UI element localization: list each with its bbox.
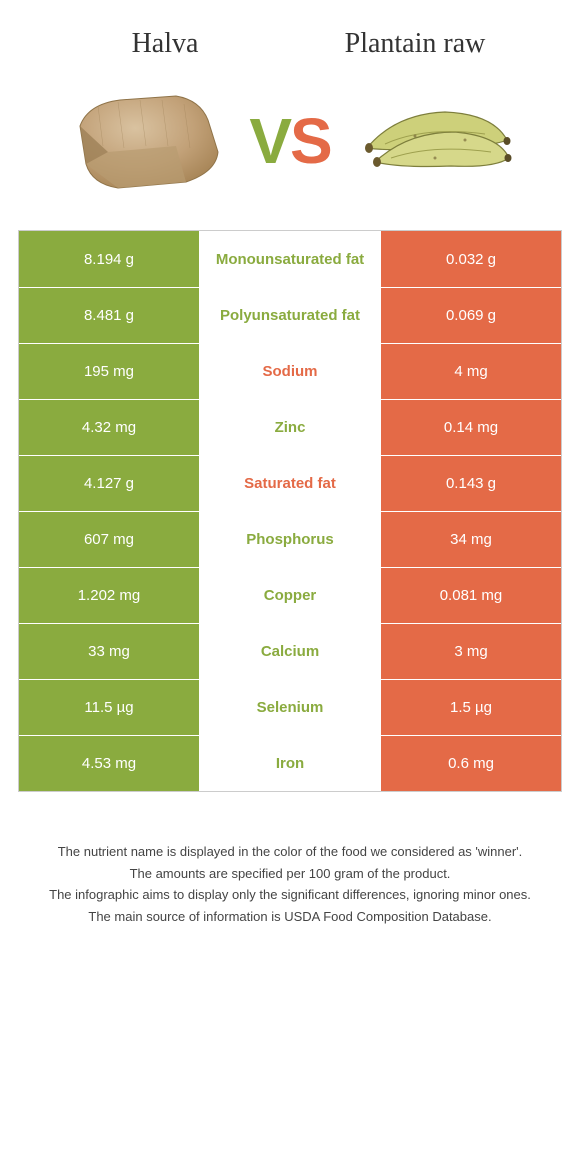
- left-value: 8.194 g: [19, 231, 199, 287]
- left-value: 33 mg: [19, 624, 199, 679]
- vs-v-letter: V: [249, 105, 290, 177]
- footnote-line: The infographic aims to display only the…: [24, 885, 556, 905]
- left-food-image: [55, 76, 235, 206]
- table-row: 4.32 mgZinc0.14 mg: [19, 399, 561, 455]
- right-value: 0.14 mg: [381, 400, 561, 455]
- table-row: 195 mgSodium4 mg: [19, 343, 561, 399]
- right-value: 0.032 g: [381, 231, 561, 287]
- vs-label: VS: [249, 104, 330, 178]
- nutrient-name: Sodium: [199, 344, 381, 399]
- left-value: 4.127 g: [19, 456, 199, 511]
- right-value: 0.069 g: [381, 288, 561, 343]
- left-food-title: Halva: [40, 28, 290, 60]
- table-row: 4.127 gSaturated fat0.143 g: [19, 455, 561, 511]
- table-row: 33 mgCalcium3 mg: [19, 623, 561, 679]
- right-value: 0.6 mg: [381, 736, 561, 791]
- right-value: 4 mg: [381, 344, 561, 399]
- nutrient-name: Polyunsaturated fat: [199, 288, 381, 343]
- left-value: 11.5 µg: [19, 680, 199, 735]
- header: Halva Plantain raw: [0, 0, 580, 70]
- table-row: 8.481 gPolyunsaturated fat0.069 g: [19, 287, 561, 343]
- right-food-title: Plantain raw: [290, 28, 540, 60]
- left-value: 4.53 mg: [19, 736, 199, 791]
- vs-row: VS: [0, 70, 580, 230]
- table-row: 4.53 mgIron0.6 mg: [19, 735, 561, 791]
- table-row: 607 mgPhosphorus34 mg: [19, 511, 561, 567]
- nutrient-name: Monounsaturated fat: [199, 231, 381, 287]
- left-value: 8.481 g: [19, 288, 199, 343]
- footnote-line: The main source of information is USDA F…: [24, 907, 556, 927]
- nutrient-name: Iron: [199, 736, 381, 791]
- left-value: 4.32 mg: [19, 400, 199, 455]
- left-value: 1.202 mg: [19, 568, 199, 623]
- nutrient-table: 8.194 gMonounsaturated fat0.032 g8.481 g…: [18, 230, 562, 792]
- nutrient-name: Calcium: [199, 624, 381, 679]
- nutrient-name: Saturated fat: [199, 456, 381, 511]
- nutrient-name: Phosphorus: [199, 512, 381, 567]
- left-value: 607 mg: [19, 512, 199, 567]
- nutrient-name: Zinc: [199, 400, 381, 455]
- footnote-line: The amounts are specified per 100 gram o…: [24, 864, 556, 884]
- table-row: 8.194 gMonounsaturated fat0.032 g: [19, 231, 561, 287]
- footnote-line: The nutrient name is displayed in the co…: [24, 842, 556, 862]
- table-row: 1.202 mgCopper0.081 mg: [19, 567, 561, 623]
- halva-icon: [68, 86, 223, 196]
- left-value: 195 mg: [19, 344, 199, 399]
- footnotes: The nutrient name is displayed in the co…: [0, 792, 580, 926]
- right-value: 0.081 mg: [381, 568, 561, 623]
- plantain-icon: [355, 86, 515, 196]
- right-value: 34 mg: [381, 512, 561, 567]
- nutrient-name: Copper: [199, 568, 381, 623]
- right-value: 3 mg: [381, 624, 561, 679]
- right-value: 1.5 µg: [381, 680, 561, 735]
- vs-s-letter: S: [290, 105, 331, 177]
- right-value: 0.143 g: [381, 456, 561, 511]
- nutrient-name: Selenium: [199, 680, 381, 735]
- right-food-image: [345, 76, 525, 206]
- table-row: 11.5 µgSelenium1.5 µg: [19, 679, 561, 735]
